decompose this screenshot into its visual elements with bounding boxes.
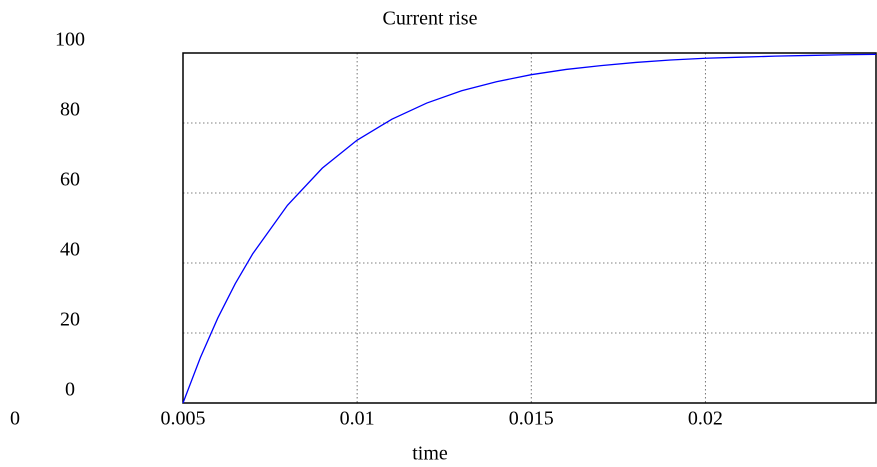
x-tick-label: 0.015 — [509, 408, 554, 430]
x-axis-label: time — [412, 443, 448, 465]
x-tick-label: 0.005 — [161, 408, 206, 430]
y-tick-label: 100 — [55, 29, 85, 51]
x-tick-label: 0.02 — [688, 408, 723, 430]
y-tick-label: 20 — [60, 309, 80, 331]
y-tick-label: 60 — [60, 169, 80, 191]
y-tick-label: 40 — [60, 239, 80, 261]
chart: Current rise time 0 20 40 60 80 100 0 0.005 0.01… — [0, 0, 877, 467]
y-tick-label: 80 — [60, 99, 80, 121]
y-tick-label: 0 — [65, 379, 75, 401]
x-tick-label: 0 — [10, 408, 20, 430]
plot-frame — [183, 53, 876, 403]
chart-title: Current rise — [383, 8, 478, 30]
line-series — [183, 54, 876, 403]
x-tick-label: 0.01 — [340, 408, 375, 430]
